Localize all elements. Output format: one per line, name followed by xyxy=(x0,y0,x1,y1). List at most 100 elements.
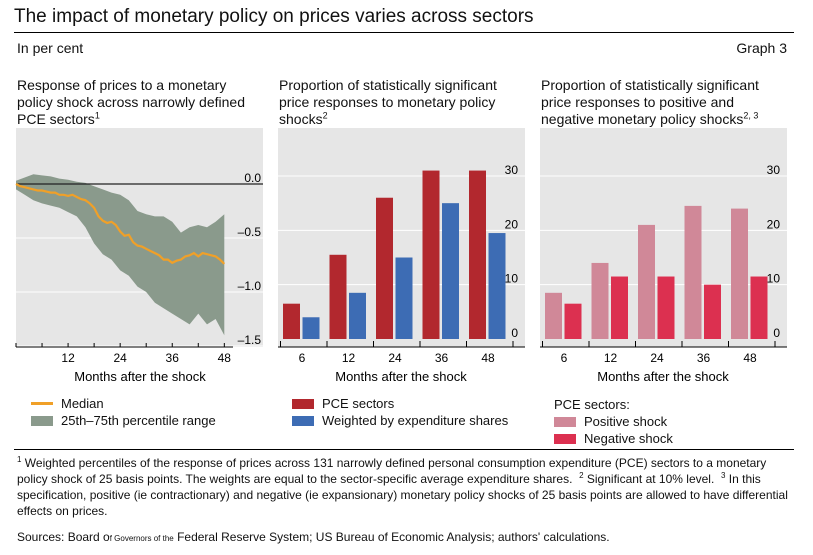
page-title: The impact of monetary policy on prices … xyxy=(14,6,534,27)
x-tick-label: 24 xyxy=(113,351,127,365)
sources-prefix: Sources: Board o xyxy=(17,530,110,544)
bar-pce-sectors-48 xyxy=(469,170,486,339)
panel-3-title: Proportion of statistically significant … xyxy=(541,77,759,128)
bar-positive-shock-12 xyxy=(591,262,609,339)
panel-2-title: Proportion of statistically significant … xyxy=(279,77,497,128)
panel-1-title: Response of prices to a monetary policy … xyxy=(17,77,245,128)
bar-positive-shock-6 xyxy=(545,292,562,339)
sources-small: f Governors of the xyxy=(109,534,174,543)
panel-3-title-line: price responses to positive and xyxy=(541,94,734,110)
panel-2-title-text: shocks xyxy=(279,111,323,127)
panel-1-title-line: Response of prices to a monetary xyxy=(17,77,227,93)
panel-2-x-axis-label: Months after the shock xyxy=(335,369,467,384)
footnote-2-text: Significant at 10% level. xyxy=(586,472,715,486)
x-tick-label: 12 xyxy=(342,351,356,365)
bar-weighted-by-expenditure-shares-6 xyxy=(302,317,320,339)
panel-2-chart: 0 10 20 30 6 12 24 36 48 Months after the shock xyxy=(278,128,525,384)
panel-1-x-axis-label: Months after the shock xyxy=(74,369,206,384)
panel-1-title-text: PCE sectors xyxy=(17,111,95,127)
y-tick-label: 30 xyxy=(505,163,519,177)
range-swatch xyxy=(31,415,53,426)
footnote-1-mark: 1 xyxy=(17,455,22,464)
graph-number: Graph 3 xyxy=(736,40,787,56)
panel-3-x-axis-label: Months after the shock xyxy=(597,369,729,384)
panel-3-title-line: Proportion of statistically significant xyxy=(541,77,759,93)
x-tick-label: 48 xyxy=(743,351,757,365)
charts-canvas: 0.0 –0.5 –1.0 –1.5 12 24 36 48 Months after th… xyxy=(15,128,787,384)
legend-item-weighted: Weighted by expenditure shares xyxy=(292,412,508,429)
x-tick-label: 12 xyxy=(61,351,75,365)
y-tick-label: 30 xyxy=(767,163,781,177)
x-tick-label: 24 xyxy=(388,351,402,365)
x-tick-label: 36 xyxy=(435,351,449,365)
panel-1-title-line: policy shock across narrowly defined xyxy=(17,94,245,110)
legend-item-median: Median xyxy=(31,395,216,412)
x-tick-label: 6 xyxy=(299,351,306,365)
x-tick-label: 24 xyxy=(650,351,664,365)
legend-label: PCE sectors xyxy=(322,396,395,411)
y-tick-label: 10 xyxy=(505,272,519,286)
bar-negative-shock-6 xyxy=(564,303,582,339)
panel-3-legend: PCE sectors: Positive shock Negative sho… xyxy=(554,396,673,447)
legend-item-pce: PCE sectors xyxy=(292,395,508,412)
sources: Sources: Board of Governors of the Feder… xyxy=(17,530,610,544)
bar-negative-shock-48 xyxy=(750,276,768,339)
bar-positive-shock-24 xyxy=(638,224,655,339)
legend-label: Positive shock xyxy=(584,414,668,429)
legend-label: Weighted by expenditure shares xyxy=(322,413,509,428)
bar-negative-shock-12 xyxy=(611,276,628,339)
weighted-swatch xyxy=(292,415,314,426)
bar-pce-sectors-24 xyxy=(376,197,393,339)
legend-label: Negative shock xyxy=(584,431,673,446)
bar-pce-sectors-36 xyxy=(422,170,440,339)
panel-1-chart: 0.0 –0.5 –1.0 –1.5 12 24 36 48 Months after th… xyxy=(15,128,263,384)
sources-rest: Federal Reserve System; US Bureau of Eco… xyxy=(173,530,610,544)
y-tick-label: –1.5 xyxy=(238,333,262,347)
legend-item-positive: Positive shock xyxy=(554,413,673,430)
x-tick-label: 36 xyxy=(697,351,711,365)
panel-2-title-line: price responses to monetary policy xyxy=(279,94,496,110)
x-tick-label: 6 xyxy=(561,351,568,365)
footnote-1-text: Weighted percentiles of the response of … xyxy=(17,456,767,486)
panel-2-legend: PCE sectors Weighted by expenditure shar… xyxy=(292,395,508,429)
legend-label: Median xyxy=(61,396,104,411)
y-tick-label: 20 xyxy=(505,217,519,231)
legend-label: 25th–75th percentile range xyxy=(61,413,216,428)
legend-item-negative: Negative shock xyxy=(554,430,673,447)
x-tick-label: 48 xyxy=(481,351,495,365)
panel-2-title-line: Proportion of statistically significant xyxy=(279,77,497,93)
y-tick-label: 0 xyxy=(511,326,518,340)
bar-pce-sectors-6 xyxy=(283,303,300,339)
negative-swatch xyxy=(554,433,576,444)
legend-item-range: 25th–75th percentile range xyxy=(31,412,216,429)
panel-1-legend: Median 25th–75th percentile range xyxy=(31,395,216,429)
unit-label: In per cent xyxy=(17,40,84,56)
footnote-rule xyxy=(14,449,794,450)
x-tick-label: 12 xyxy=(604,351,618,365)
bar-pce-sectors-12 xyxy=(329,254,347,339)
footnote-2-mark: 2 xyxy=(579,471,584,480)
y-tick-label: 20 xyxy=(767,217,781,231)
panel-1-title-footnote: 1 xyxy=(94,110,100,121)
bar-positive-shock-48 xyxy=(731,208,748,339)
y-tick-label: –1.0 xyxy=(238,279,262,293)
y-tick-label: 10 xyxy=(767,272,781,286)
panel-3-title-line: negative monetary policy shocks2, 3 xyxy=(541,111,759,128)
bar-weighted-by-expenditure-shares-36 xyxy=(442,203,459,339)
y-tick-label: 0.0 xyxy=(244,171,261,185)
percentile-range-band xyxy=(16,174,225,336)
legend-heading: PCE sectors: xyxy=(554,397,630,412)
x-tick-label: 36 xyxy=(166,351,180,365)
y-tick-label: –0.5 xyxy=(238,225,262,239)
footnote-3-text: In this specification, positive (ie cont… xyxy=(17,472,788,518)
bar-negative-shock-36 xyxy=(704,284,721,339)
top-rule xyxy=(14,32,794,33)
x-tick-label: 48 xyxy=(218,351,232,365)
footnote-3-mark: 3 xyxy=(720,471,726,480)
positive-swatch xyxy=(554,416,576,427)
bar-negative-shock-24 xyxy=(657,276,675,339)
pce-swatch xyxy=(292,398,314,409)
panel-3-chart: 0 10 20 30 6 12 24 36 48 Months after the shock xyxy=(540,128,787,384)
panel-1-title-line: PCE sectors1 xyxy=(17,111,245,128)
panel-3-title-footnote: 2, 3 xyxy=(743,110,759,121)
